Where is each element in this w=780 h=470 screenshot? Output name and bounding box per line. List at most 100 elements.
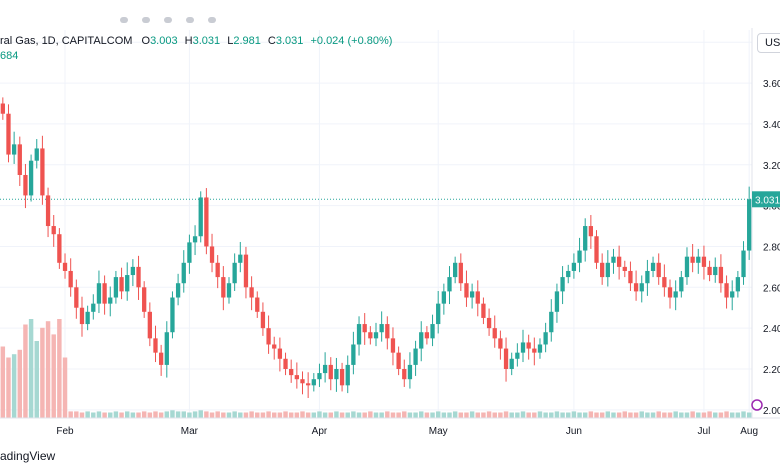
- volume-legend-value: 684: [0, 50, 19, 62]
- volume-bar: [458, 412, 464, 418]
- candle: [0, 97, 5, 120]
- candle: [108, 286, 113, 317]
- candle: [509, 352, 514, 376]
- volume-bar: [334, 411, 339, 418]
- volume-bar: [741, 411, 746, 418]
- candle: [385, 316, 390, 350]
- candle: [679, 270, 684, 298]
- volume-bar: [390, 412, 396, 418]
- time-axis[interactable]: Feb Mar Apr May Jun Jul Aug: [0, 417, 780, 437]
- volume-bar: [221, 412, 226, 418]
- candle: [204, 188, 209, 255]
- candle: [588, 215, 594, 249]
- volume-bar: [690, 411, 695, 418]
- volume-bar: [701, 412, 707, 418]
- candle: [187, 234, 192, 274]
- candle: [413, 340, 418, 376]
- candle: [119, 267, 124, 300]
- volume-bar: [317, 411, 322, 418]
- volume-bar: [599, 412, 605, 418]
- candle: [498, 330, 503, 360]
- volume-bar: [175, 411, 181, 418]
- volume-bar: [656, 411, 661, 418]
- volume-bar: [141, 411, 147, 418]
- alert-marker-icon[interactable]: [751, 399, 763, 411]
- volume-bar: [362, 412, 367, 418]
- volume-bar: [108, 412, 113, 418]
- volume-bar: [481, 412, 486, 418]
- candle: [520, 329, 526, 363]
- candle: [492, 315, 497, 348]
- candle: [62, 253, 68, 279]
- volume-bar: [622, 411, 628, 418]
- volume-bar: [283, 411, 288, 418]
- candle: [396, 346, 401, 376]
- volume-bar: [402, 411, 407, 418]
- price-tick-label: 3.400: [763, 120, 780, 131]
- volume-bar: [407, 412, 413, 418]
- volume-bar: [277, 412, 283, 418]
- candle: [707, 260, 712, 282]
- volume-bar: [6, 357, 11, 418]
- volume-bar: [62, 357, 68, 418]
- candlesticks: [0, 97, 752, 398]
- volume-bar: [85, 411, 90, 418]
- tradingview-brand[interactable]: adingView: [0, 449, 56, 463]
- currency-button[interactable]: USD: [757, 33, 780, 53]
- volume-bar: [368, 411, 373, 418]
- candle: [656, 253, 661, 285]
- candle: [311, 373, 316, 392]
- volume-bar: [554, 411, 560, 418]
- volume-bar: [187, 412, 192, 418]
- volume-bar: [560, 412, 565, 418]
- volume-bar: [51, 334, 56, 418]
- volume-bar: [79, 412, 85, 418]
- volume-bar: [119, 412, 124, 418]
- volume-bar: [322, 412, 328, 418]
- volume-bar: [345, 412, 350, 418]
- candle: [464, 270, 469, 307]
- volume-bar: [684, 412, 690, 418]
- volume-bar: [673, 411, 678, 418]
- volume-bar: [266, 411, 271, 418]
- volume-bar: [215, 411, 220, 418]
- volume-bar: [192, 411, 198, 418]
- volume-bar: [707, 411, 712, 418]
- high-value: 3.031: [192, 35, 221, 47]
- candle: [430, 314, 435, 347]
- candle: [260, 302, 266, 336]
- volume-bar: [594, 412, 599, 418]
- volume-bar: [447, 412, 452, 418]
- volume-bar: [136, 412, 141, 418]
- candle: [503, 337, 509, 382]
- candle: [130, 259, 136, 287]
- volume-bar: [17, 349, 23, 418]
- candle: [175, 273, 181, 306]
- volume-bar: [526, 412, 531, 418]
- volume-bar: [645, 412, 650, 418]
- volume-bar: [396, 412, 401, 418]
- volume-bar: [40, 327, 45, 418]
- candle: [238, 241, 243, 273]
- volume-bar: [582, 412, 588, 418]
- candle: [701, 245, 707, 280]
- time-tick-label: Jun: [566, 426, 582, 437]
- volume-bar: [718, 412, 724, 418]
- volume-bar: [679, 412, 684, 418]
- candle: [560, 266, 565, 305]
- volume-bar: [735, 412, 741, 418]
- price-axis[interactable]: 3.8003.6003.4003.2003.0002.8002.6002.400…: [751, 28, 780, 444]
- time-tick-label: Apr: [312, 426, 328, 437]
- candle: [243, 246, 249, 299]
- volume-bar: [419, 411, 424, 418]
- candle: [453, 256, 458, 284]
- candle: [170, 291, 175, 339]
- candle: [85, 305, 90, 331]
- ohlc-legend: ral Gas, 1D, CAPITALCOM O3.003 H3.031 L2…: [0, 35, 392, 47]
- volume-bar: [639, 411, 644, 418]
- volume-bar: [130, 412, 136, 418]
- candle: [23, 163, 28, 209]
- symbol-title[interactable]: ral Gas, 1D, CAPITALCOM: [0, 35, 133, 47]
- volume-bar: [650, 412, 656, 418]
